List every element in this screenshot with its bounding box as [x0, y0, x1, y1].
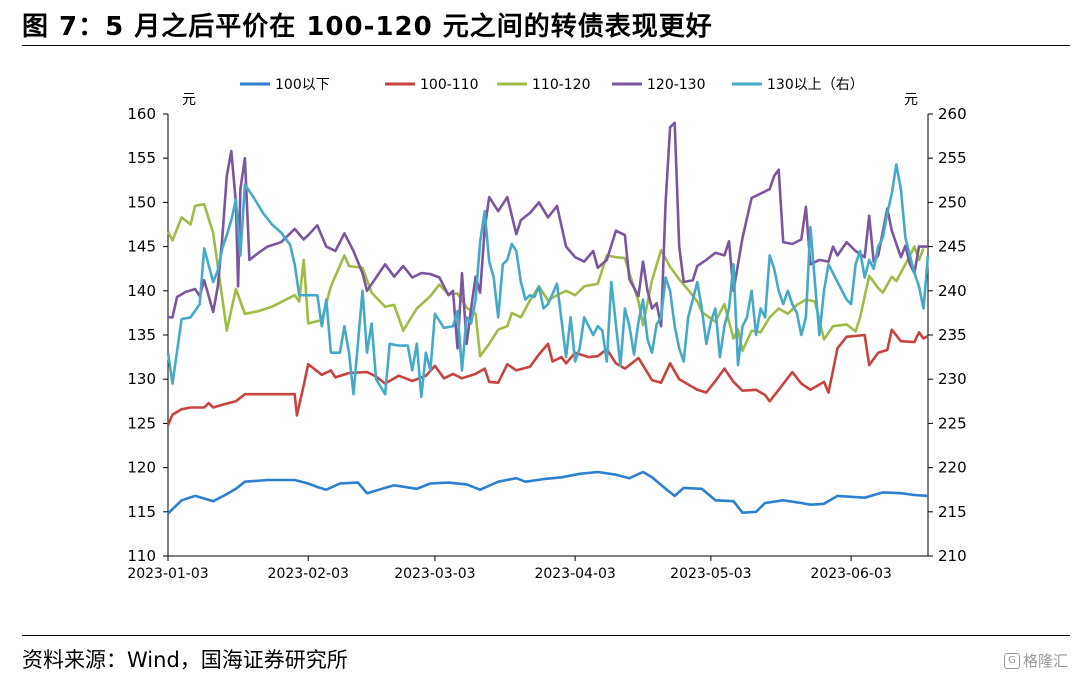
left-tick-label: 135: [127, 326, 156, 344]
line-chart: 100以下 100-110 110-120 120-130 130以上（右） 元 元 1…: [127, 77, 966, 582]
legend-label-4: 130以上（右）: [767, 77, 864, 93]
watermark-logo-icon: G: [1003, 652, 1020, 669]
right-tick-label: 215: [938, 503, 967, 521]
chart-series: [166, 121, 930, 515]
source-note: 资料来源：Wind，国海证券研究所: [22, 648, 348, 672]
x-tick-label: 2023-04-03: [534, 566, 615, 582]
x-tick-label: 2023-01-03: [127, 566, 208, 582]
legend-label-2: 110-120: [532, 77, 591, 93]
right-tick-label: 255: [938, 149, 967, 167]
x-tick-label: 2023-03-03: [394, 566, 475, 582]
right-tick-label: 210: [938, 547, 967, 565]
left-tick-label: 140: [127, 282, 156, 300]
right-tick-label: 225: [938, 414, 967, 432]
series-line-0: [167, 470, 929, 515]
series-line-4: [166, 163, 930, 399]
right-tick-label: 230: [938, 370, 967, 388]
left-tick-label: 150: [127, 193, 156, 211]
left-tick-label: 115: [127, 503, 156, 521]
left-axis-unit: 元: [182, 92, 196, 108]
left-tick-label: 125: [127, 414, 156, 432]
watermark: G 格隆汇: [1003, 650, 1068, 671]
right-axis-unit: 元: [904, 92, 918, 108]
chart-title: 图 7：5 月之后平价在 100-120 元之间的转债表现更好: [22, 12, 713, 42]
x-tick-label: 2023-02-03: [268, 566, 349, 582]
left-tick-label: 145: [127, 238, 156, 256]
right-tick-label: 235: [938, 326, 967, 344]
left-tick-label: 160: [127, 105, 156, 123]
legend-label-1: 100-110: [420, 77, 479, 93]
right-tick-label: 250: [938, 193, 967, 211]
series-line-1: [166, 328, 929, 426]
legend-label-0: 100以下: [275, 77, 330, 93]
chart-axes: 110 115 120 125 130 135 140 145 150 155 160 210 215 2…: [127, 105, 966, 582]
right-tick-label: 220: [938, 459, 967, 477]
watermark-text: 格隆汇: [1022, 652, 1068, 670]
left-tick-label: 155: [127, 149, 156, 167]
right-tick-label: 245: [938, 238, 967, 256]
right-tick-label: 240: [938, 282, 967, 300]
left-tick-label: 120: [127, 459, 156, 477]
series-line-3: [168, 121, 928, 350]
source-divider: [22, 635, 1070, 636]
chart-legend: 100以下 100-110 110-120 120-130 130以上（右）: [240, 77, 864, 93]
title-divider: [22, 45, 1070, 46]
right-tick-label: 260: [938, 105, 967, 123]
left-tick-label: 130: [127, 370, 156, 388]
x-tick-label: 2023-05-03: [670, 566, 751, 582]
legend-label-3: 120-130: [647, 77, 706, 93]
x-tick-label: 2023-06-03: [810, 566, 891, 582]
series-line-2: [166, 202, 925, 358]
left-tick-label: 110: [127, 547, 156, 565]
